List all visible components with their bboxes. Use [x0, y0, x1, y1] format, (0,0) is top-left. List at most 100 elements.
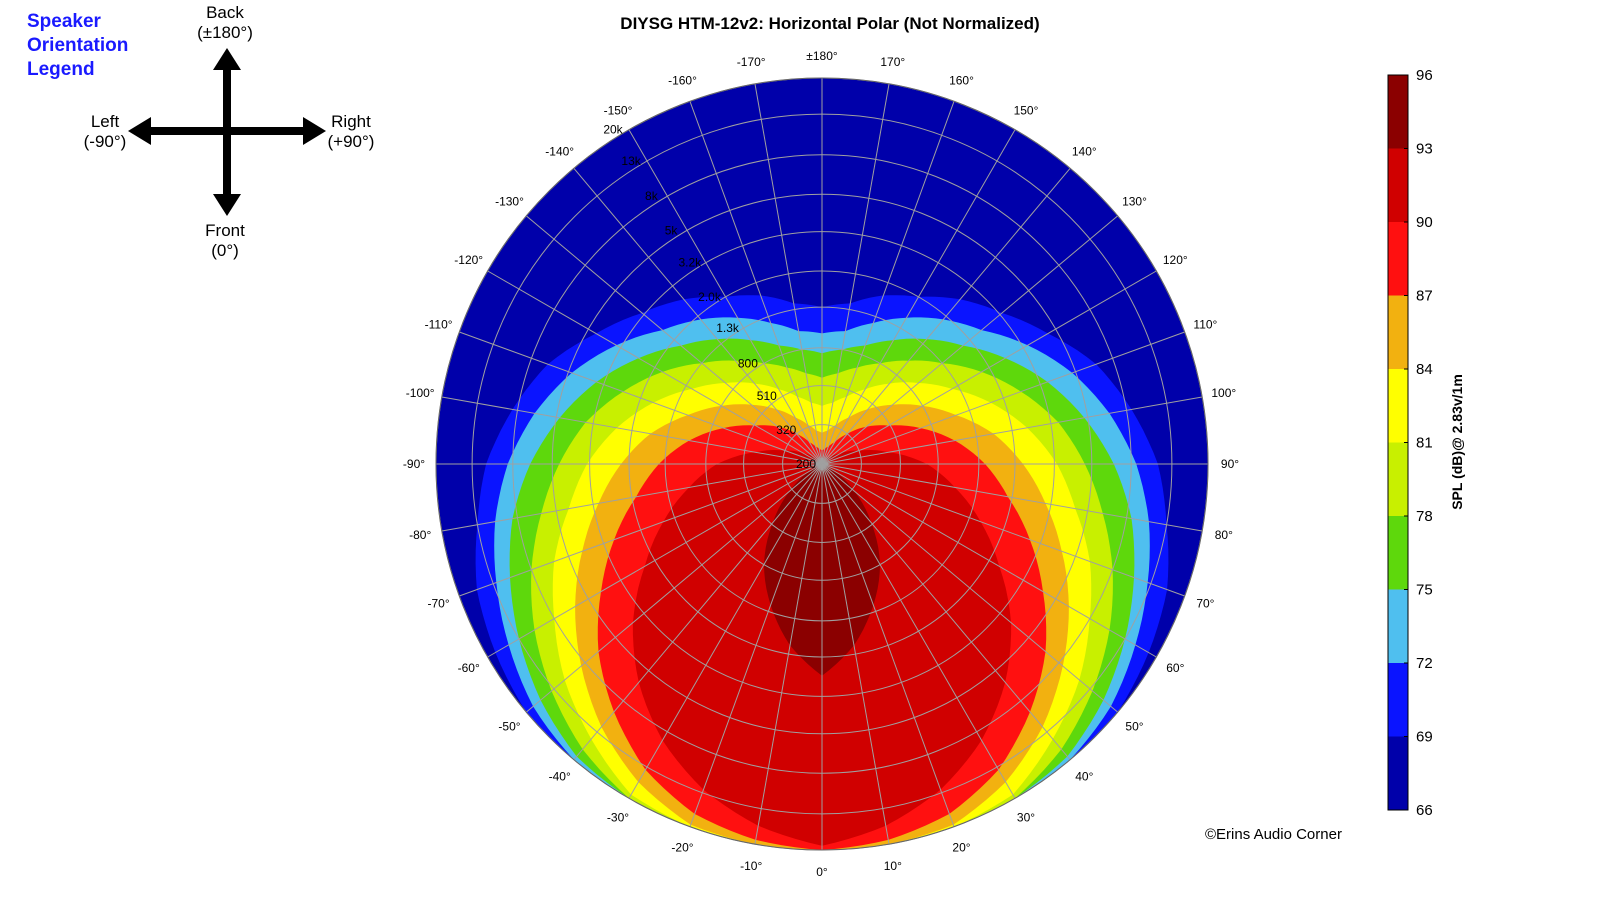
angle-tick-label: 0° [816, 865, 828, 879]
angle-tick-label: ±180° [806, 49, 838, 63]
colorbar-tick-label: 66 [1416, 802, 1433, 819]
front-text: Front [205, 221, 245, 240]
angle-grid-spoke [628, 129, 823, 465]
right-angle-text: (+90°) [327, 132, 375, 151]
back-text: Back [206, 3, 244, 22]
angle-tick-label: 120° [1163, 253, 1188, 267]
radial-tick-label: 13k [621, 154, 641, 168]
radial-tick-label: 320 [776, 423, 796, 437]
angle-grid-spoke [821, 463, 1203, 532]
angle-tick-label: -170° [737, 55, 766, 69]
angle-tick-label: 20° [952, 840, 970, 854]
angle-tick-label: 150° [1014, 104, 1039, 118]
angle-tick-label: -50° [498, 719, 520, 733]
angle-tick-label: 110° [1193, 318, 1217, 332]
colorbar-tick-label: 87 [1416, 288, 1433, 305]
back-label: Back (±180°) [170, 3, 280, 43]
colorbar-tick-label: 81 [1416, 435, 1433, 452]
angle-tick-label: -10° [740, 859, 762, 873]
angle-tick-label: 10° [884, 859, 902, 873]
right-label: Right (+90°) [296, 112, 406, 152]
angle-tick-label: -70° [428, 597, 450, 611]
colorbar-tick-label: 78 [1416, 508, 1433, 525]
radial-tick-label: 510 [757, 389, 777, 403]
colorbar-band [1388, 736, 1408, 810]
angle-tick-label: 100° [1211, 386, 1236, 400]
legend-title-line-1: Speaker [27, 11, 101, 32]
radial-tick-label: 20k [603, 123, 623, 137]
colorbar-band [1388, 589, 1408, 663]
colorbar-tick-label: 75 [1416, 582, 1433, 599]
angle-grid-spoke [821, 101, 955, 465]
legend-title-line-2: Orientation [27, 35, 129, 56]
angle-tick-label: -130° [495, 195, 524, 209]
left-label: Left (-90°) [50, 112, 160, 152]
colorbar-band [1388, 222, 1408, 296]
angle-tick-label: 170° [880, 55, 905, 69]
angle-grid-spoke [821, 463, 1157, 658]
colorbar-tick-label: 84 [1416, 361, 1433, 378]
angle-tick-label: -150° [604, 104, 633, 118]
angle-tick-label: 40° [1075, 770, 1093, 784]
angle-tick-label: -120° [454, 253, 483, 267]
angle-grid-spoke [821, 463, 890, 845]
angle-grid-spoke [525, 463, 823, 713]
radial-tick-label: 2.0k [698, 290, 722, 304]
angle-tick-label: -90° [403, 457, 425, 471]
angle-tick-label: 30° [1017, 810, 1035, 824]
colorbar-band [1388, 442, 1408, 516]
angle-grid-spoke [459, 331, 823, 465]
angle-grid-spoke [821, 129, 1016, 465]
angle-grid-spoke [754, 463, 823, 845]
angle-tick-label: 140° [1072, 145, 1097, 159]
angle-grid-spoke [628, 463, 823, 799]
radial-tick-label: 3.2k [678, 256, 702, 270]
radial-tick-label: 5k [665, 223, 679, 237]
angle-grid-spoke [821, 167, 1071, 465]
angle-grid-spoke [821, 83, 890, 465]
angle-grid-spoke [689, 463, 823, 827]
angle-grid-spoke [459, 463, 823, 597]
legend-title-line-3: Legend [27, 59, 95, 80]
angle-grid-spoke [487, 270, 823, 465]
colorbar-tick-label: 72 [1416, 655, 1433, 672]
angle-grid-spoke [573, 463, 823, 761]
angle-tick-label: -60° [458, 661, 480, 675]
angle-grid-spoke [821, 396, 1203, 465]
left-text: Left [90, 112, 120, 131]
angle-grid-spoke [441, 463, 823, 532]
back-angle-text: (±180°) [197, 23, 253, 42]
angle-tick-label: -80° [409, 528, 431, 542]
angle-tick-label: 70° [1196, 597, 1214, 611]
angle-tick-label: -140° [545, 145, 574, 159]
colorbar-label: SPL (dB)@ 2.83v/1m [1449, 374, 1465, 510]
radial-tick-label: 8k [645, 189, 659, 203]
left-angle-text: (-90°) [83, 132, 127, 151]
angle-grid-spoke [441, 396, 823, 465]
angle-grid-spoke [821, 463, 1185, 597]
colorbar-band [1388, 148, 1408, 222]
angle-tick-label: -20° [671, 840, 693, 854]
colorbar-tick-label: 90 [1416, 214, 1433, 231]
right-text: Right [331, 112, 371, 131]
angle-grid-spoke [821, 331, 1185, 465]
colorbar-band [1388, 516, 1408, 590]
angle-tick-label: 80° [1215, 528, 1233, 542]
angle-grid-spoke [525, 215, 823, 465]
colorbar-tick-label: 69 [1416, 729, 1433, 746]
angle-tick-label: -110° [425, 318, 453, 332]
angle-tick-label: 60° [1166, 661, 1184, 675]
colorbar-band [1388, 75, 1408, 149]
angle-grid-spoke [821, 463, 955, 827]
angle-grid-spoke [487, 463, 823, 658]
angle-grid-spoke [821, 463, 1016, 799]
colorbar-band [1388, 663, 1408, 737]
angle-grid-spoke [689, 101, 823, 465]
angle-tick-label: -100° [406, 386, 435, 400]
angle-grid-spoke [754, 83, 823, 465]
angle-grid-spoke [821, 270, 1157, 465]
orientation-legend-title: Speaker Orientation Legend [27, 10, 167, 82]
radial-tick-label: 200 [796, 457, 816, 471]
chart-title: DIYSG HTM-12v2: Horizontal Polar (Not No… [620, 14, 1040, 33]
